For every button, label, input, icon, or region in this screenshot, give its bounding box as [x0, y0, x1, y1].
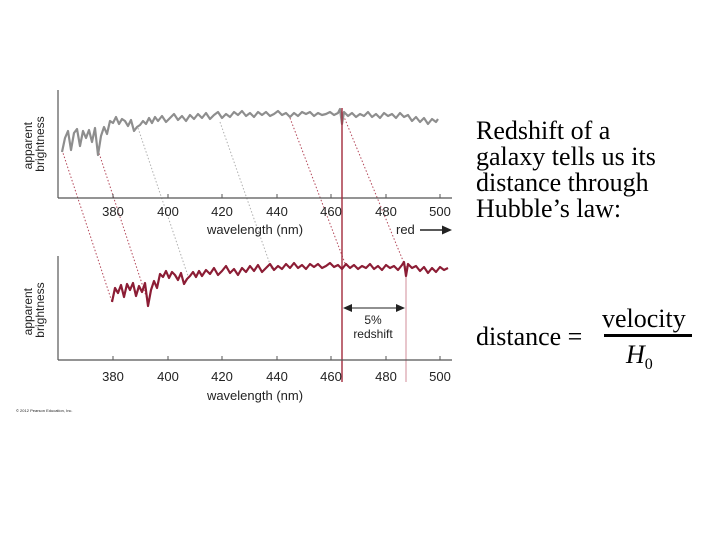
connector-line	[341, 111, 407, 269]
connector-line	[137, 127, 189, 277]
formula-numerator: velocity	[602, 304, 686, 333]
x-tick-label: 400	[157, 204, 179, 219]
x-tick-label: 480	[375, 369, 397, 384]
x-tick-label: 500	[429, 369, 451, 384]
red-direction-arrow	[420, 225, 452, 235]
x-tick-label: 400	[157, 369, 179, 384]
absorption-connectors	[61, 111, 407, 303]
x-tick-label: 440	[266, 204, 288, 219]
x-tick-label: 500	[429, 204, 451, 219]
caption-line: Hubble’s law:	[476, 194, 622, 223]
top-spectrum-panel: apparent brightness 380 400 420 440 460 …	[21, 90, 452, 237]
x-tick-label: 420	[211, 369, 233, 384]
x-tick-label: 380	[102, 369, 124, 384]
redshift-arrow	[343, 304, 405, 312]
x-tick-label: 420	[211, 204, 233, 219]
caption-line: galaxy tells us its	[476, 142, 656, 171]
x-tick-label: 460	[320, 204, 342, 219]
caption-line: Redshift of a	[476, 116, 611, 145]
x-axis-label: wavelength (nm)	[206, 388, 303, 403]
bottom-spectrum-line	[110, 260, 449, 308]
x-axis-label: wavelength (nm)	[206, 222, 303, 237]
top-spectrum-line	[60, 107, 439, 157]
y-axis-label: apparent brightness	[21, 116, 47, 171]
formula-lhs: distance =	[476, 322, 583, 351]
x-ticks	[112, 356, 441, 360]
copyright-credit: © 2012 Pearson Education, Inc.	[16, 408, 73, 413]
formula-denominator: H0	[626, 340, 653, 374]
x-tick-label: 460	[320, 369, 342, 384]
red-direction-label: red	[396, 222, 415, 237]
y-axis-label: apparent brightness	[21, 282, 47, 337]
redshift-percent-label: 5%	[364, 313, 382, 327]
hubble-constant-subscript: 0	[644, 356, 653, 374]
caption-text: Redshift of a galaxy tells us its distan…	[476, 118, 706, 222]
connector-line	[289, 117, 347, 267]
hubble-law-formula: distance = velocity H0	[476, 304, 706, 384]
bottom-spectrum-panel: apparent brightness 380 400 420 440 460 …	[21, 256, 452, 403]
x-tick-label: 440	[266, 369, 288, 384]
connector-line	[97, 149, 149, 303]
connector-line	[219, 121, 273, 271]
hubble-constant-symbol: H	[626, 340, 645, 369]
fraction-bar	[604, 334, 692, 337]
caption-line: distance through	[476, 168, 649, 197]
redshift-spectra-figure: apparent brightness 380 400 420 440 460 …	[16, 90, 452, 413]
x-ticks	[112, 194, 441, 198]
redshift-word-label: redshift	[353, 327, 393, 341]
x-tick-label: 380	[102, 204, 124, 219]
connector-line	[61, 149, 113, 303]
x-tick-label: 480	[375, 204, 397, 219]
